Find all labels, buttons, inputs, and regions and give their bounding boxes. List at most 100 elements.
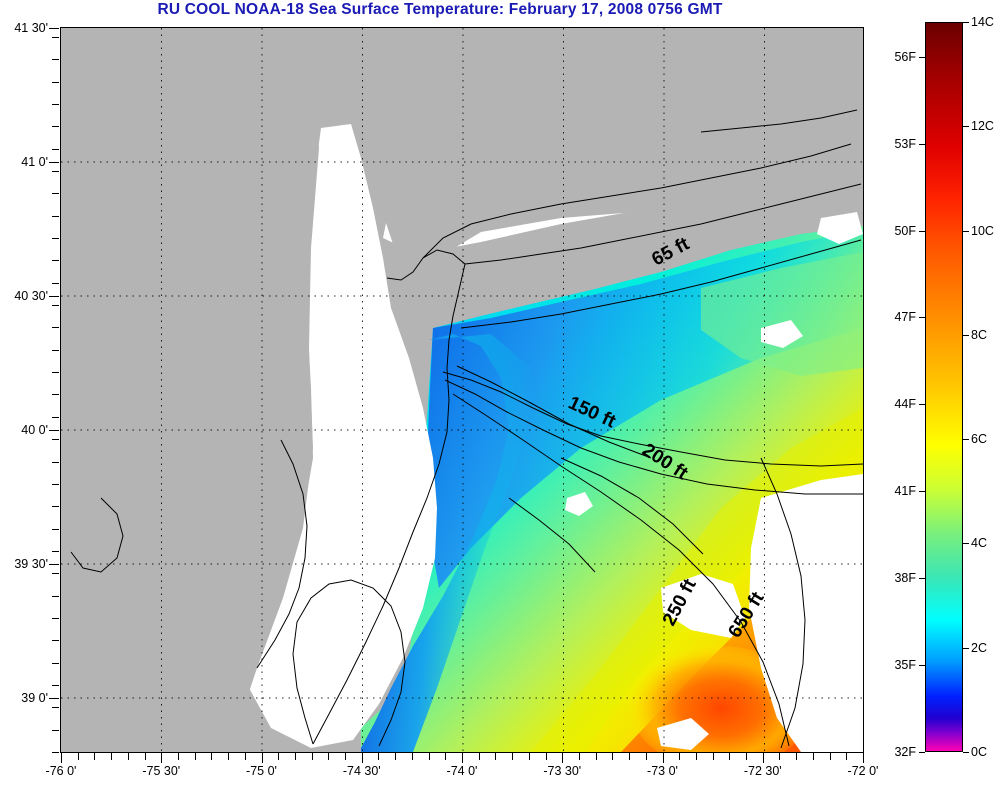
- colorbar-label-celsius: 12C: [971, 119, 994, 134]
- y-axis-minor-tick: [52, 238, 59, 240]
- sst-raster: 65 ft 150 ft 200 ft 250 ft 650 ft: [61, 28, 863, 752]
- colorbar-label-fahrenheit: 44F: [894, 397, 916, 412]
- colorbar-tick-celsius: [963, 439, 969, 441]
- x-axis-minor-tick: [328, 753, 330, 760]
- y-axis-minor-tick: [52, 126, 59, 128]
- x-axis-major-tick: [361, 753, 363, 763]
- x-axis-tick-label: -73 0': [647, 764, 678, 778]
- x-axis-minor-tick: [395, 753, 397, 760]
- colorbar-label-celsius: 4C: [971, 536, 987, 551]
- colorbar-label-fahrenheit: 47F: [894, 310, 916, 325]
- page-title: RU COOL NOAA-18 Sea Surface Temperature:…: [157, 1, 723, 18]
- x-axis-minor-tick: [94, 753, 96, 760]
- x-axis-minor-tick: [729, 753, 731, 760]
- colorbar-label-fahrenheit: 35F: [894, 658, 916, 673]
- x-axis-minor-tick: [512, 753, 514, 760]
- x-axis-tick-label: -72 30': [743, 764, 782, 778]
- x-axis-tick-label: -75 0': [246, 764, 277, 778]
- colorbar-tick-celsius: [963, 22, 969, 23]
- colorbar-label-fahrenheit: 38F: [894, 571, 916, 586]
- x-axis-minor-tick: [177, 753, 179, 760]
- x-axis-minor-tick: [411, 753, 413, 760]
- y-axis-minor-tick: [52, 148, 59, 150]
- x-axis-major-tick: [161, 753, 163, 763]
- y-axis-minor-tick: [52, 59, 59, 61]
- x-axis-minor-tick: [746, 753, 748, 760]
- colorbar-tick-celsius: [963, 752, 969, 753]
- x-axis-minor-tick: [111, 753, 113, 760]
- y-axis-major-tick: [49, 564, 59, 566]
- y-axis-minor-tick: [52, 439, 59, 441]
- x-axis-minor-tick: [194, 753, 196, 760]
- y-axis-minor-tick: [52, 394, 59, 396]
- x-axis-minor-tick: [679, 753, 681, 760]
- x-axis-minor-tick: [228, 753, 230, 760]
- x-axis-major-tick: [462, 753, 463, 763]
- colorbar-tick-fahrenheit: [919, 56, 925, 58]
- y-axis-minor-tick: [52, 260, 59, 262]
- x-axis-minor-tick: [712, 753, 714, 760]
- colorbar-label-celsius: 0C: [971, 745, 987, 759]
- x-axis-minor-tick: [829, 753, 831, 760]
- x-axis-tick-label: -76 0': [45, 764, 77, 778]
- x-axis-major-tick: [261, 753, 263, 763]
- y-axis-minor-tick: [52, 573, 59, 575]
- x-axis-minor-tick: [545, 753, 547, 760]
- colorbar-label-fahrenheit: 53F: [894, 136, 916, 151]
- y-axis-minor-tick: [52, 193, 59, 195]
- x-axis-minor-tick: [127, 753, 129, 760]
- y-axis-minor-tick: [52, 528, 59, 530]
- y-axis-tick-label: 40 0': [21, 423, 48, 438]
- x-axis-minor-tick: [812, 753, 814, 760]
- x-axis-minor-tick: [278, 753, 280, 760]
- x-axis-minor-tick: [77, 753, 79, 760]
- colorbar-tick-celsius: [963, 126, 969, 128]
- y-axis-minor-tick: [52, 282, 59, 284]
- y-axis-minor-tick: [52, 640, 59, 642]
- y-axis-minor-tick: [52, 506, 59, 508]
- x-axis-minor-tick: [779, 753, 781, 760]
- colorbar-label-fahrenheit: 32F: [894, 745, 916, 759]
- x-axis-minor-tick: [445, 753, 447, 760]
- y-axis-minor-tick: [52, 327, 59, 329]
- x-axis-major-tick: [762, 753, 764, 763]
- colorbar-label-celsius: 10C: [971, 223, 994, 238]
- colorbar-tick-fahrenheit: [919, 143, 925, 145]
- y-axis-major-tick: [49, 28, 59, 29]
- x-axis-minor-tick: [595, 753, 597, 760]
- x-axis-tick-label: -74 0': [446, 764, 478, 778]
- colorbar-tick-fahrenheit: [919, 491, 925, 493]
- x-axis-major-tick: [662, 753, 664, 763]
- temperature-colorbar[interactable]: [925, 22, 963, 752]
- y-axis-tick-label: 41 0': [21, 155, 48, 170]
- x-axis-minor-tick: [796, 753, 798, 760]
- y-axis-major-tick: [49, 698, 59, 700]
- y-axis-minor-tick: [52, 729, 59, 731]
- colorbar-label-celsius: 14C: [971, 15, 994, 29]
- x-axis-tick-label: -73 30': [543, 764, 582, 778]
- colorbar-tick-fahrenheit: [919, 404, 925, 406]
- y-axis-minor-tick: [52, 752, 59, 753]
- y-axis-major-tick: [49, 162, 59, 164]
- y-axis-minor-tick: [52, 550, 59, 552]
- y-axis-minor-tick: [52, 349, 59, 351]
- colorbar-tick-celsius: [963, 543, 969, 545]
- x-axis-minor-tick: [345, 753, 347, 760]
- x-axis-minor-tick: [311, 753, 313, 760]
- x-axis-minor-tick: [612, 753, 614, 760]
- colorbar-tick-fahrenheit: [919, 230, 925, 232]
- x-axis-minor-tick: [578, 753, 580, 760]
- y-axis-tick-label: 39 30': [14, 557, 48, 572]
- y-axis-minor-tick: [52, 215, 59, 217]
- x-axis-minor-tick: [294, 753, 296, 760]
- x-axis-minor-tick: [144, 753, 146, 760]
- x-axis-minor-tick: [695, 753, 697, 760]
- x-axis-major-tick: [61, 753, 62, 763]
- map-plot-area[interactable]: 65 ft 150 ft 200 ft 250 ft 650 ft: [60, 27, 864, 753]
- y-axis-tick-label: 41 30': [14, 21, 48, 35]
- x-axis-minor-tick: [428, 753, 430, 760]
- x-axis-tick-label: -74 30': [342, 764, 381, 778]
- colorbar-tick-fahrenheit: [919, 578, 925, 580]
- x-axis-minor-tick: [211, 753, 213, 760]
